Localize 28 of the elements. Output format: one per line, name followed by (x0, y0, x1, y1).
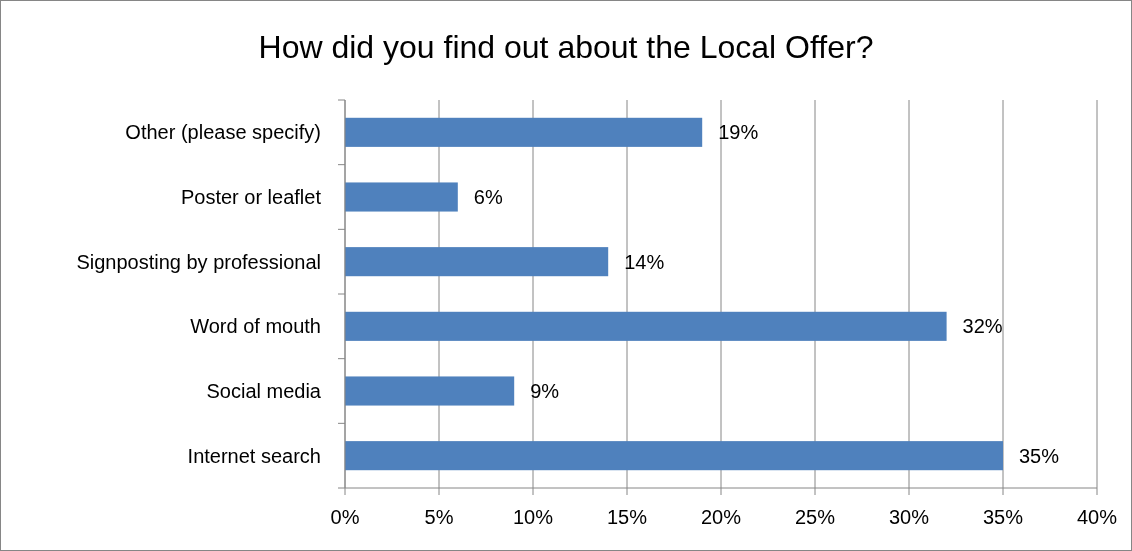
y-tick-label: Social media (206, 380, 322, 402)
bar (345, 311, 947, 341)
x-tick-label: 15% (606, 506, 648, 528)
data-label: 9% (530, 380, 560, 402)
data-label: 19% (718, 121, 759, 144)
data-label: 35% (1019, 444, 1060, 467)
x-tick-label: 0% (330, 506, 360, 528)
bar (345, 247, 609, 277)
data-label: 32% (962, 315, 1003, 338)
y-tick-label: Signposting by professional (76, 250, 321, 273)
y-tick-label: Internet search (187, 444, 321, 467)
data-label: 6% (473, 186, 503, 208)
data-label: 14% (624, 250, 665, 273)
chart-title: How did you find out about the Local Offer? (258, 29, 874, 65)
bar (345, 376, 515, 406)
y-tick-label: Word of mouth (190, 315, 321, 338)
y-tick-label: Poster or leaflet (180, 186, 322, 208)
bar (345, 441, 1003, 471)
x-tick-label: 10% (512, 506, 554, 528)
x-tick-label: 5% (424, 506, 454, 528)
x-tick-label: 40% (1076, 506, 1118, 528)
x-tick-label: 30% (888, 506, 930, 528)
y-tick-label: Other (please specify) (125, 121, 321, 144)
x-tick-label: 35% (982, 506, 1024, 528)
x-tick-label: 20% (700, 506, 742, 528)
x-tick-label: 25% (794, 506, 836, 528)
bar (345, 182, 458, 212)
bar (345, 117, 703, 147)
